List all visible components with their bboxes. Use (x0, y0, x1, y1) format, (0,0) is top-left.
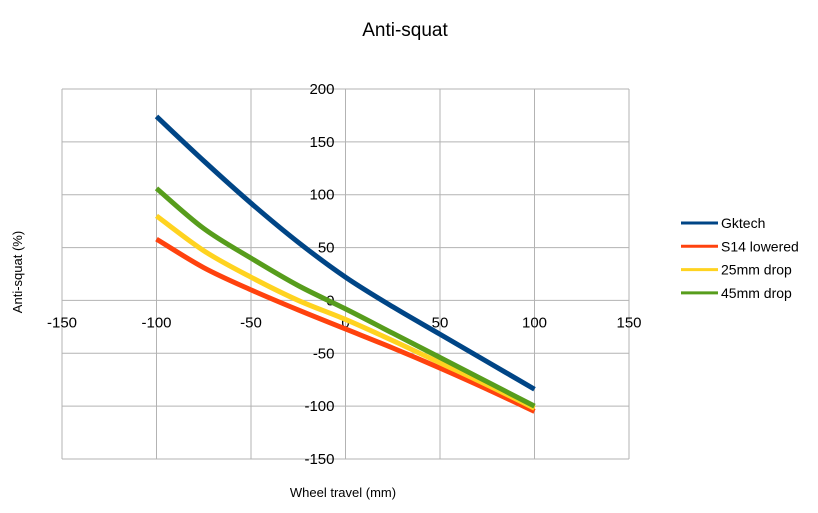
x-tick-label: -50 (240, 314, 262, 331)
series-line-45mm-drop (154, 186, 536, 409)
x-tick-label: 150 (616, 314, 641, 331)
x-tick-label: -150 (47, 314, 77, 331)
x-tick-label: 0 (341, 314, 349, 331)
x-axis-label: Wheel travel (mm) (290, 485, 396, 500)
legend-label: S14 lowered (721, 238, 799, 254)
grid (61, 88, 630, 460)
legend-label: Gktech (721, 215, 765, 231)
legend-label: 45mm drop (721, 285, 792, 301)
chart-title: Anti-squat (362, 20, 448, 41)
x-tick-label: -100 (141, 314, 171, 331)
y-tick-label: -150 (304, 451, 334, 468)
series-line-25mm-drop (155, 213, 536, 411)
legend-label: 25mm drop (721, 262, 792, 278)
y-tick-label: 100 (309, 187, 334, 204)
y-tick-label: 50 (318, 240, 335, 257)
series-line-gktech (154, 114, 536, 392)
y-tick-label: -100 (304, 398, 334, 415)
y-axis-label: Anti-squat (%) (10, 231, 25, 313)
x-tick-label: 100 (522, 314, 547, 331)
y-tick-label: 150 (309, 134, 334, 151)
legend: Gktech S14 lowered 25mm drop 45mm drop (681, 215, 799, 301)
series-line-s14-lowered (155, 236, 536, 414)
y-tick-label: 200 (309, 81, 334, 98)
series-lines (154, 114, 536, 414)
x-tick-label: 50 (432, 314, 449, 331)
y-tick-label: -50 (313, 345, 335, 362)
